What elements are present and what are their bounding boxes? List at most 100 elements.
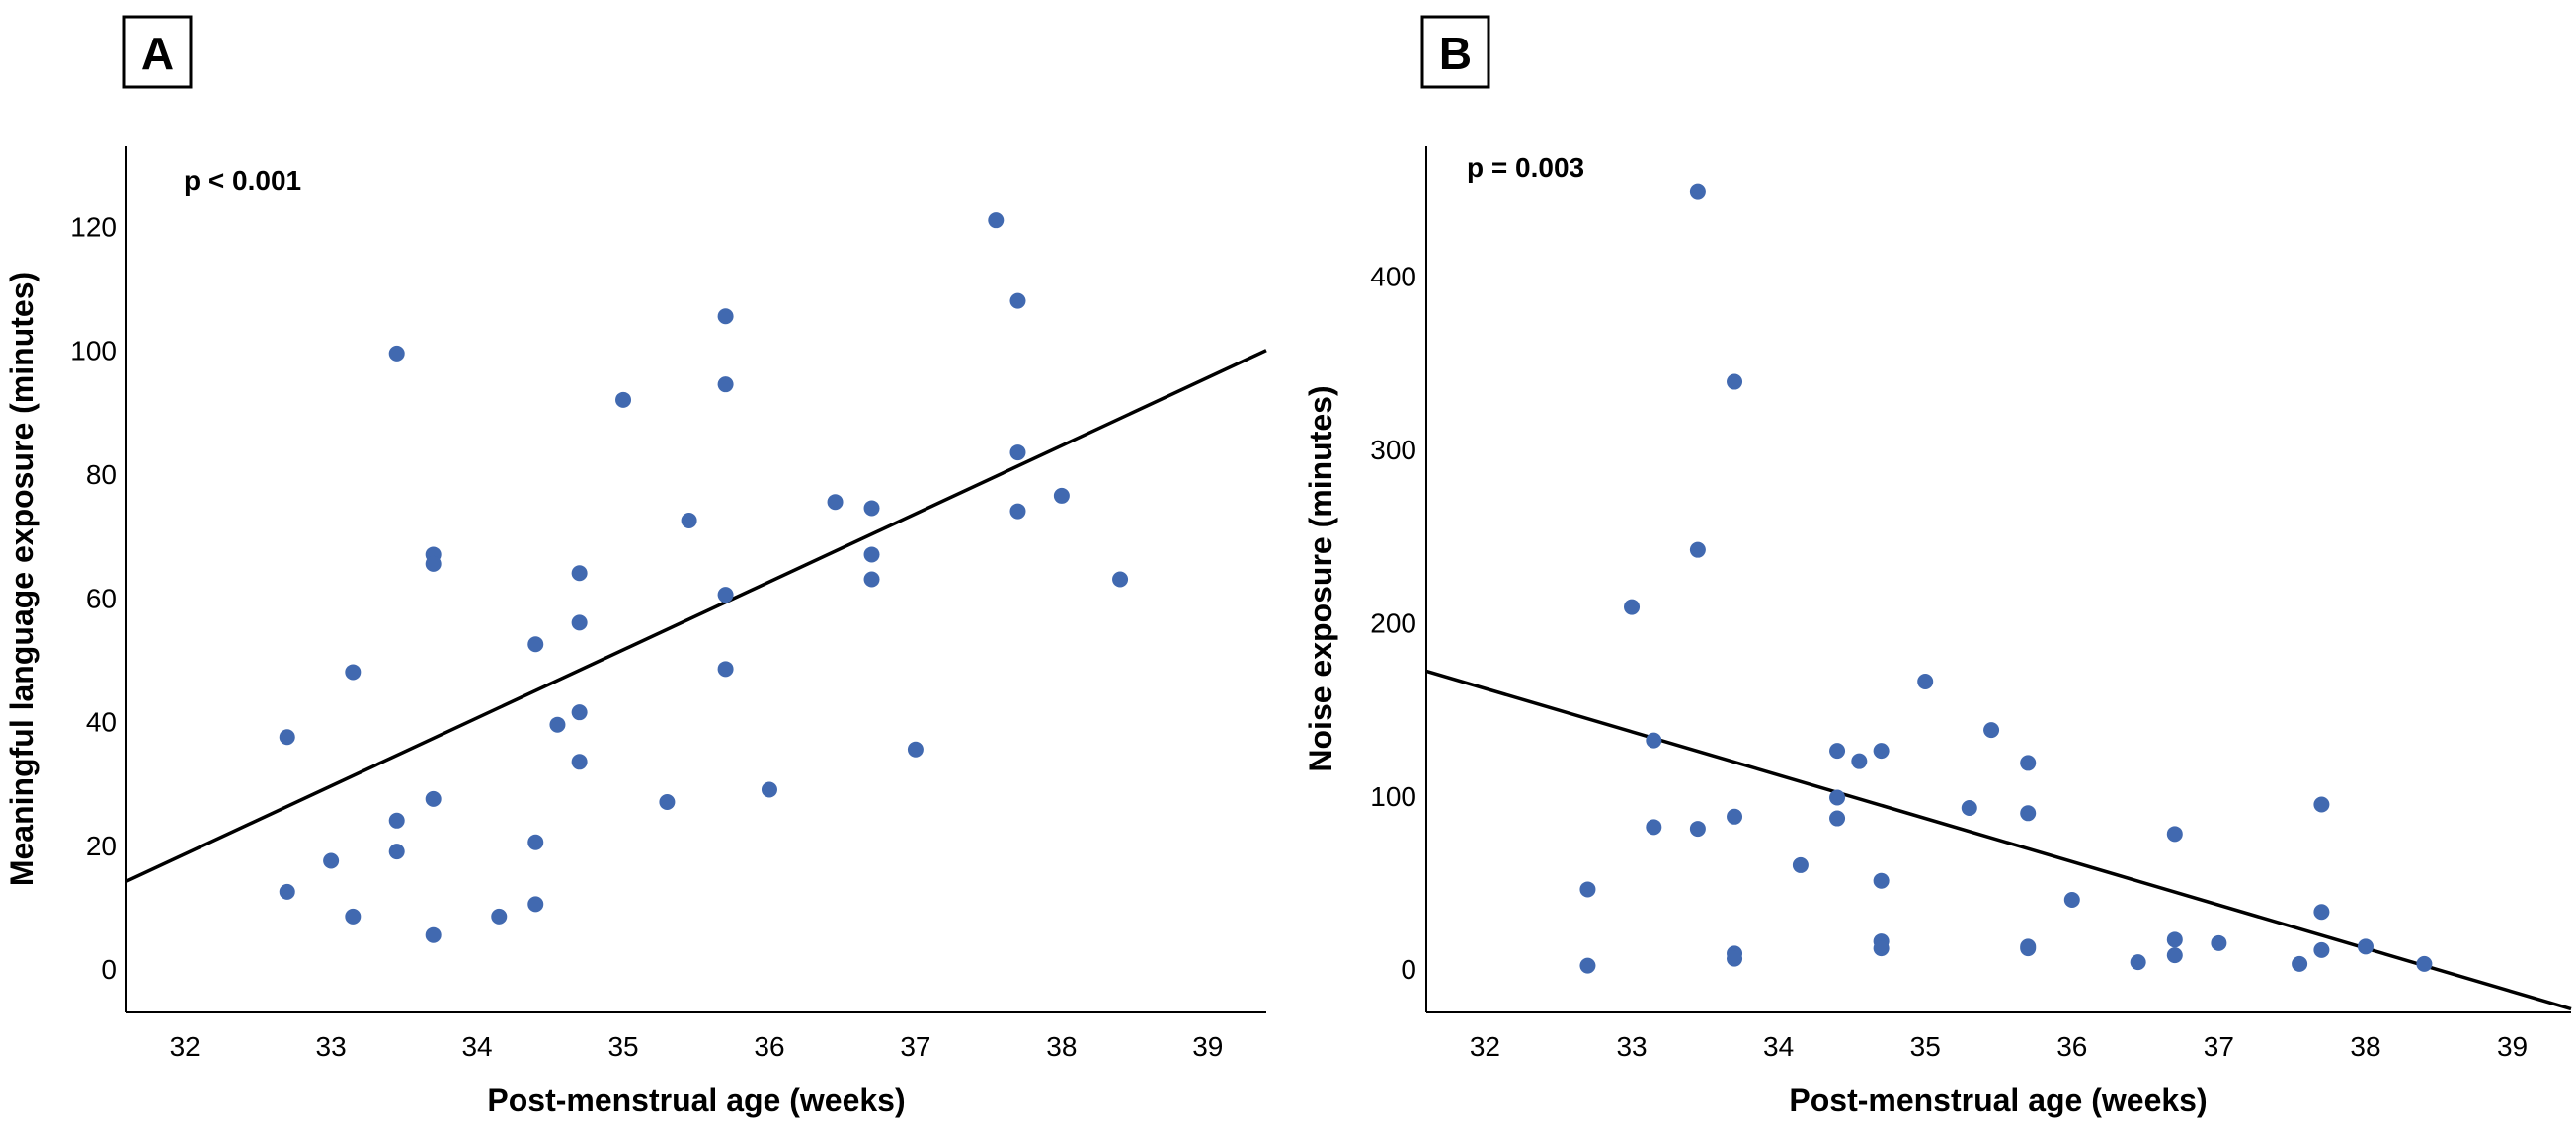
panel-a-y-tick-label: 40 <box>86 707 117 738</box>
panel-b-label-box <box>1420 15 1490 89</box>
panel-b-data-point <box>1873 743 1890 760</box>
panel-a-y-tick-label: 60 <box>86 583 117 613</box>
panel-a-data-point <box>827 494 844 511</box>
panel-a-data-point <box>345 908 362 925</box>
panel-a-x-tick-label: 38 <box>1046 1031 1077 1062</box>
panel-a-annotation: p < 0.001 <box>184 165 301 196</box>
panel-a-data-point <box>571 614 588 631</box>
panel-a-x-tick-label: 36 <box>754 1031 784 1062</box>
panel-b-data-point <box>2063 891 2080 908</box>
panel-a-data-point <box>279 883 295 900</box>
panel-a-data-point <box>323 852 340 869</box>
panel-a-data-point <box>491 908 508 925</box>
panel-a-data-point <box>527 896 544 913</box>
panel-b-data-point <box>1983 722 2000 739</box>
panel-a-data-point <box>681 512 697 528</box>
panel-a-data-point <box>571 704 588 721</box>
panel-a-y-tick-label: 20 <box>86 831 117 861</box>
panel-a-data-point <box>1009 503 1026 520</box>
panel-b-annotation: p = 0.003 <box>1467 152 1584 183</box>
panel-b-x-tick-label: 38 <box>2350 1031 2380 1062</box>
panel-a-data-point <box>659 794 676 811</box>
panel-a-data-point <box>717 661 734 678</box>
panel-b-data-point <box>1579 957 1596 974</box>
panel-b-data-point <box>2020 805 2037 822</box>
panel-b-data-point <box>1727 373 1743 390</box>
panel-b-data-point <box>2130 954 2146 971</box>
panel-b-data-point <box>2020 755 2037 771</box>
panel-a-x-tick-label: 33 <box>316 1031 347 1062</box>
panel-b-y-tick-label: 100 <box>1370 781 1416 812</box>
panel-b-data-point <box>1624 599 1641 615</box>
panel-b-data-point <box>2416 955 2433 972</box>
panel-a-data-point <box>345 664 362 681</box>
panel-b-data-point <box>2313 796 2330 813</box>
panel-b-y-tick-label: 300 <box>1370 435 1416 465</box>
panel-b-x-tick-label: 33 <box>1616 1031 1647 1062</box>
panel-b-data-point <box>2357 938 2374 955</box>
panel-a-x-tick-label: 34 <box>461 1031 492 1062</box>
panel-a-x-axis-title: Post-menstrual age (weeks) <box>487 1083 905 1118</box>
panel-a-data-point <box>863 500 880 517</box>
panel-a-label-box <box>122 15 193 89</box>
panel-b-y-tick-label: 200 <box>1370 607 1416 638</box>
panel-b-data-point <box>1873 872 1890 889</box>
panel-a-data-point <box>988 212 1005 229</box>
panel-b-x-tick-label: 36 <box>2056 1031 2087 1062</box>
panel-b-y-axis-title: Noise exposure (minutes) <box>1303 385 1338 771</box>
panel-b-data-point <box>2166 931 2183 948</box>
panel-b-data-point <box>2020 940 2037 957</box>
panel-b-data-point <box>2292 955 2308 972</box>
panel-a-data-point <box>571 565 588 582</box>
panel-b-data-point <box>1917 673 1934 689</box>
panel-a-y-tick-label: 100 <box>70 336 117 366</box>
panel-a-y-tick-label: 0 <box>101 954 117 985</box>
panel-b-x-tick-label: 34 <box>1763 1031 1794 1062</box>
panel-b-y-tick-label: 400 <box>1370 262 1416 292</box>
panel-a-data-point <box>1053 487 1070 504</box>
panel-b-y-tick-label: 0 <box>1401 954 1416 985</box>
panel-b-data-point <box>1646 732 1662 749</box>
panel-a-data-point <box>717 376 734 393</box>
panel-a-data-point <box>388 812 405 829</box>
panel-a-data-point <box>425 790 442 807</box>
panel-b-data-point <box>1689 821 1706 838</box>
panel-b-data-point <box>1873 940 1890 957</box>
panel-a-data-point <box>425 555 442 572</box>
panel-a-data-point <box>527 834 544 850</box>
panel-a-x-tick-label: 37 <box>900 1031 930 1062</box>
panel-a-fit-line <box>125 349 1267 883</box>
panel-a-data-point <box>571 754 588 770</box>
panel-a-data-point <box>863 571 880 588</box>
panel-b-fit-line <box>1425 669 2572 1011</box>
panel-a-label: A <box>141 28 174 79</box>
panel-b-data-point <box>2313 941 2330 958</box>
panel-a-data-point <box>388 345 405 362</box>
panel-a-data-point <box>527 636 544 653</box>
panel-a-data-point <box>1009 444 1026 461</box>
panel-a: A p < 0.001 32 33 34 35 36 37 38 39 0 20 40 60 80 100… <box>4 15 1267 1118</box>
panel-b-data-point <box>2313 904 2330 921</box>
panel-b-x-axis-title: Post-menstrual age (weeks) <box>1789 1083 2207 1118</box>
panel-a-x-tick-label: 32 <box>170 1031 201 1062</box>
panel-a-data-point <box>388 844 405 860</box>
panel-b-data-point <box>2166 947 2183 964</box>
panel-a-data-point <box>279 729 295 746</box>
panel-a-y-axis-title: Meaningful language exposure (minutes) <box>4 272 40 886</box>
panel-b-data-point <box>2211 934 2227 951</box>
panel-b-x-tick-label: 32 <box>1470 1031 1500 1062</box>
panel-b-data-point <box>1646 819 1662 836</box>
panel-b-data-point <box>2166 826 2183 843</box>
panel-a-x-tick-label: 39 <box>1192 1031 1223 1062</box>
panel-a-data-point <box>717 587 734 603</box>
panel-b-data-point <box>1727 950 1743 967</box>
panel-b-data-point <box>1792 856 1809 873</box>
panel-a-data-point <box>549 716 566 733</box>
panel-a-data-point <box>1009 292 1026 309</box>
panel-b-data-point <box>1727 808 1743 825</box>
panel-a-data-point <box>761 781 777 798</box>
panel-b-data-point <box>1829 810 1846 827</box>
panel-a-data-point <box>907 741 924 758</box>
panel-b-data-point <box>1579 881 1596 898</box>
